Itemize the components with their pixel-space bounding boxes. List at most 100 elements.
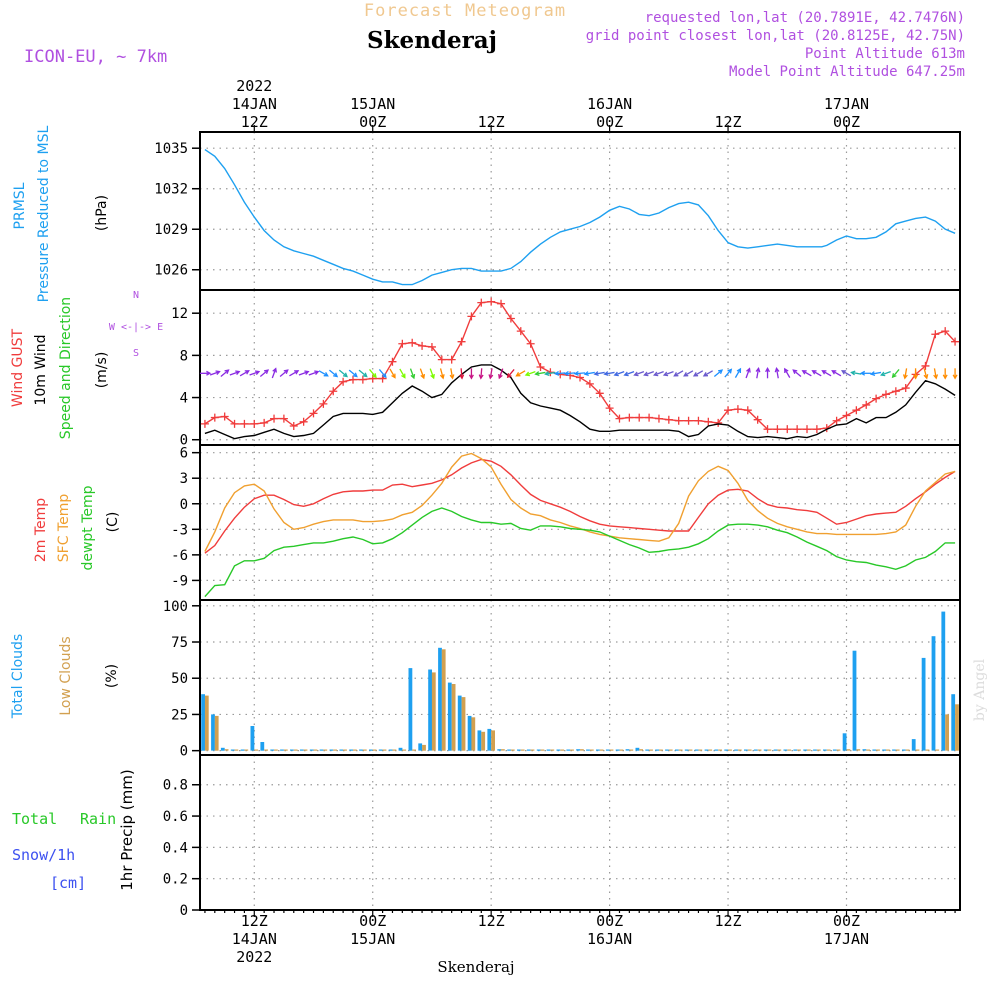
gust-marker	[714, 418, 723, 427]
wind-arrow	[654, 370, 664, 376]
gust-marker	[901, 384, 910, 393]
gust-marker	[576, 373, 584, 382]
wind-arrowhead	[765, 366, 771, 373]
cloud-bar-low	[886, 749, 890, 751]
dir-legend-we: W <-|-> E	[109, 322, 163, 333]
wind-arrowhead	[420, 373, 426, 380]
wind-arrowhead	[633, 371, 639, 377]
cloud-bar-low	[343, 749, 347, 751]
wind-arrow	[831, 370, 842, 377]
rain-label: Rain	[80, 810, 116, 828]
wind-arrowhead	[468, 374, 474, 380]
gust-marker	[497, 299, 506, 308]
cloud-bar-total	[467, 715, 472, 751]
wind-arrowhead	[304, 370, 310, 376]
wind-arrow	[209, 370, 220, 376]
gust-marker	[773, 425, 782, 434]
wind-arrow	[535, 371, 546, 375]
cloud-bar-total	[576, 749, 580, 751]
wind-arrow	[933, 368, 937, 379]
wind-arrowhead	[323, 372, 329, 377]
wind-arrowhead	[224, 369, 230, 375]
sfc-temp-label: SFC Temp	[56, 494, 72, 563]
cloud-bar-low	[580, 749, 584, 751]
cloud-bar-total	[823, 749, 827, 751]
wind-arrow	[792, 369, 802, 378]
wind-arrowhead	[683, 372, 689, 377]
cloud-bar-low	[264, 749, 268, 751]
wind-arrowhead	[942, 374, 948, 380]
wind-arrowhead	[613, 371, 619, 377]
wind-arrowhead	[727, 368, 733, 374]
station-title: Skenderaj	[367, 27, 497, 54]
cloud-bar-low	[530, 749, 535, 751]
gust-marker	[763, 425, 772, 434]
gust-marker	[585, 379, 594, 388]
wind-arrowhead	[859, 370, 866, 376]
cloud-bar-total	[714, 749, 719, 751]
cloud-bar-low	[619, 749, 624, 751]
wind-arrowhead	[902, 374, 908, 380]
gust-marker	[200, 419, 209, 428]
cloud-bar-low	[234, 749, 239, 751]
cloud-bar-total	[921, 657, 926, 751]
cloud-axis-labels: Total Clouds Low Clouds (%)	[10, 634, 120, 719]
cloud-bar-total	[892, 749, 896, 751]
cloud-bar-low	[807, 749, 811, 751]
wind-arrowhead	[401, 373, 406, 379]
cloud-bar-low	[441, 649, 446, 751]
cloud-bar-low	[254, 749, 259, 751]
wind-arrow	[498, 368, 504, 379]
cloud-bar-total	[931, 636, 936, 751]
cloud-bar-total	[951, 694, 956, 751]
gust-marker	[842, 411, 851, 420]
wind-arrow	[841, 370, 852, 377]
wind-arrow	[734, 368, 741, 378]
cloud-bar-low	[510, 749, 515, 751]
wind-arrowhead	[746, 367, 751, 373]
wind-arrow	[525, 370, 536, 376]
wind-arrowhead	[244, 370, 250, 375]
cloud-bar-total	[813, 749, 817, 751]
wind-arrowhead	[784, 367, 789, 373]
cloud-bar-low	[560, 749, 565, 751]
cloud-bar-low	[856, 749, 861, 751]
cloud-bar-low	[816, 749, 821, 751]
wind-arrowhead	[314, 370, 320, 376]
cloud-bar-low	[777, 749, 782, 751]
gust-marker	[941, 327, 950, 336]
wind-arrowhead	[410, 373, 416, 380]
cloud-bar-total	[447, 682, 452, 751]
gust-marker	[329, 387, 338, 396]
wind-arrowhead	[553, 370, 560, 376]
cloud-bar-total	[349, 749, 353, 751]
wind-arrow	[369, 369, 377, 378]
wind-arrow	[923, 368, 928, 379]
cloud-bar-total	[872, 749, 877, 751]
wind-arrowhead	[263, 369, 270, 375]
wind-arrow	[298, 370, 309, 376]
top-hour-label: 00Z	[833, 113, 860, 131]
wind-arrowhead	[294, 370, 300, 375]
wind-arrowhead	[215, 370, 221, 376]
cloud-bar-low	[649, 749, 653, 751]
bottom-date-label: 16JAN	[587, 930, 632, 948]
wind-arrowhead	[736, 367, 742, 373]
cloud-bar-total	[536, 749, 541, 751]
cloud-bar-total	[378, 749, 383, 751]
cloud-bar-low	[787, 749, 792, 751]
wind-arrowhead	[272, 367, 277, 373]
panel-frame	[199, 599, 961, 756]
bottom-hour-label: 12Z	[715, 912, 742, 930]
gust-marker	[299, 417, 308, 426]
top-year-label: 2022	[236, 77, 272, 95]
series-line-2m-temp	[204, 458, 956, 554]
gust-marker	[388, 357, 397, 366]
wind-arrow	[271, 368, 277, 379]
wind-arrow	[904, 368, 908, 379]
cloud-bar-low	[876, 749, 880, 751]
wind-arrowhead	[352, 372, 358, 378]
cloud-bar-total	[546, 749, 551, 751]
panel-1: 1026 1029 1032 1035	[154, 131, 961, 291]
cloud-bar-total	[556, 749, 561, 751]
